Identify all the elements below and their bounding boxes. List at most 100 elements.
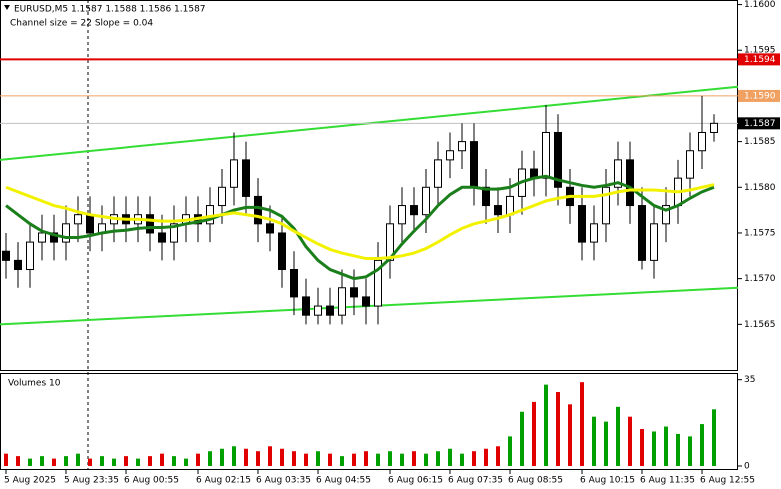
candle-body (242, 159, 250, 197)
x-tick-label: 6 Aug 02:15 (196, 476, 251, 486)
volume-bar (532, 401, 536, 466)
level-label-box (738, 89, 780, 102)
current-price-label: 1.1587 (744, 119, 776, 129)
candle-body (2, 250, 10, 261)
volume-bar (232, 446, 236, 466)
chart-subtitle: Channel size = 22 Slope = 0.04 (10, 19, 153, 29)
volume-bar (388, 451, 392, 466)
volume-bar (100, 456, 104, 466)
y-tick-label: 35 (744, 375, 755, 385)
candle-body (50, 232, 58, 243)
volume-bar (304, 453, 308, 466)
volume-bar (580, 382, 584, 466)
y-tick-label: 1.1600 (744, 0, 776, 10)
candle-body (26, 241, 34, 271)
volume-bar (484, 448, 488, 466)
volume-bar (256, 451, 260, 466)
candle-body (314, 305, 322, 316)
volume-bar (448, 448, 452, 466)
volume-bar (148, 456, 152, 466)
candle-body (482, 186, 490, 207)
candle-body (422, 186, 430, 216)
candle-body (350, 287, 358, 298)
candle-body (62, 223, 70, 243)
candle-body (278, 232, 286, 271)
candle-body (626, 159, 634, 207)
volume-bar (700, 424, 704, 466)
x-tick-label: 5 Aug 23:35 (64, 476, 119, 486)
y-tick-label: 1.1575 (744, 228, 776, 238)
volume-bar (160, 453, 164, 466)
volume-bar (556, 392, 560, 466)
candle-body (710, 122, 718, 133)
x-tick-label: 6 Aug 06:15 (388, 476, 443, 486)
volume-bar (436, 451, 440, 466)
candle-body (146, 214, 154, 234)
candle-body (374, 259, 382, 307)
candle-body (650, 223, 658, 261)
volume-bar (196, 453, 200, 466)
volume-bar (40, 456, 44, 466)
candle-body (506, 195, 514, 216)
candle-body (662, 205, 670, 225)
volume-bar (628, 416, 632, 466)
volume-bar (616, 406, 620, 466)
volume-pane (0, 373, 738, 470)
x-tick-label: 6 Aug 03:35 (256, 476, 311, 486)
y-tick-label: 1.1580 (744, 183, 776, 193)
volume-bar (352, 453, 356, 466)
candle-body (686, 150, 694, 179)
volume-bar (664, 426, 668, 466)
y-tick-label: 1.1585 (744, 137, 776, 147)
volume-bar (676, 433, 680, 466)
candle-body (410, 205, 418, 216)
volume-bar (520, 411, 524, 466)
volume-bar (652, 431, 656, 466)
candle-body (602, 186, 610, 225)
candle-body (458, 141, 466, 152)
menu-arrow (4, 5, 10, 10)
x-tick-label: 6 Aug 04:55 (316, 476, 371, 486)
volume-bar (88, 458, 92, 466)
volume-bar (328, 453, 332, 466)
volume-bar (400, 453, 404, 466)
volume-title: Volumes 10 (8, 379, 61, 389)
volume-bar (220, 448, 224, 466)
candle-body (398, 205, 406, 225)
candle-body (578, 205, 586, 243)
volume-bar (112, 458, 116, 466)
volume-bar (424, 453, 428, 466)
volume-bar (412, 451, 416, 466)
moving-average (5, 174, 715, 281)
volume-bar (544, 384, 548, 466)
volume-bar (244, 448, 248, 466)
candle-body (158, 232, 166, 243)
x-tick-label: 5 Aug 2025 (4, 476, 56, 486)
volume-bar (496, 446, 500, 466)
candle-body (218, 186, 226, 207)
volume-bar (28, 458, 32, 466)
candle-body (254, 195, 262, 225)
volume-bar (184, 458, 188, 466)
candle-body (614, 159, 622, 188)
volume-bar (268, 446, 272, 466)
y-tick-label: 1.1570 (744, 274, 776, 284)
candle-body (434, 159, 442, 188)
volume-bar (292, 451, 296, 466)
candle-body (302, 296, 310, 316)
volume-bar (208, 451, 212, 466)
volume-bar (364, 451, 368, 466)
candle-body (266, 223, 274, 234)
candle-body (542, 131, 550, 179)
x-tick-label: 6 Aug 07:35 (448, 476, 503, 486)
chart-title: EURUSD,M5 1.1587 1.1588 1.1586 1.1587 (14, 5, 206, 15)
volume-bar (712, 409, 716, 466)
volume-bar (604, 421, 608, 466)
volume-bar (508, 436, 512, 466)
volume-bar (592, 416, 596, 466)
candle-body (590, 223, 598, 243)
volume-bar (76, 453, 80, 466)
candle-body (74, 214, 82, 225)
